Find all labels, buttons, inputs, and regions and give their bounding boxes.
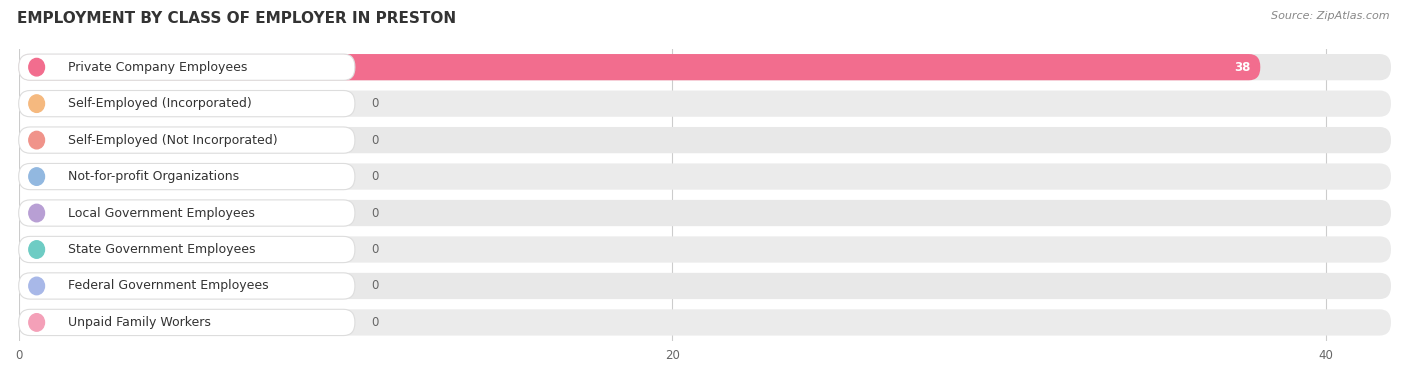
Text: EMPLOYMENT BY CLASS OF EMPLOYER IN PRESTON: EMPLOYMENT BY CLASS OF EMPLOYER IN PREST… bbox=[17, 11, 456, 26]
FancyBboxPatch shape bbox=[18, 54, 1260, 80]
Text: Federal Government Employees: Federal Government Employees bbox=[67, 279, 269, 293]
FancyBboxPatch shape bbox=[18, 90, 354, 117]
FancyBboxPatch shape bbox=[18, 236, 1391, 263]
Text: 0: 0 bbox=[371, 243, 378, 256]
FancyBboxPatch shape bbox=[18, 54, 1391, 80]
FancyBboxPatch shape bbox=[18, 309, 354, 336]
Text: State Government Employees: State Government Employees bbox=[67, 243, 256, 256]
Text: Unpaid Family Workers: Unpaid Family Workers bbox=[67, 316, 211, 329]
FancyBboxPatch shape bbox=[18, 164, 1391, 190]
Circle shape bbox=[28, 95, 45, 112]
FancyBboxPatch shape bbox=[18, 236, 354, 263]
FancyBboxPatch shape bbox=[18, 309, 1391, 336]
Text: Self-Employed (Not Incorporated): Self-Employed (Not Incorporated) bbox=[67, 133, 277, 147]
Text: Not-for-profit Organizations: Not-for-profit Organizations bbox=[67, 170, 239, 183]
Text: 38: 38 bbox=[1234, 61, 1250, 74]
Text: Local Government Employees: Local Government Employees bbox=[67, 207, 254, 219]
Circle shape bbox=[28, 204, 45, 222]
Text: Self-Employed (Incorporated): Self-Employed (Incorporated) bbox=[67, 97, 252, 110]
Text: 0: 0 bbox=[371, 170, 378, 183]
Circle shape bbox=[28, 131, 45, 149]
Text: Private Company Employees: Private Company Employees bbox=[67, 61, 247, 74]
FancyBboxPatch shape bbox=[18, 200, 1391, 226]
Text: 0: 0 bbox=[371, 279, 378, 293]
FancyBboxPatch shape bbox=[18, 127, 1391, 153]
Text: Source: ZipAtlas.com: Source: ZipAtlas.com bbox=[1271, 11, 1389, 21]
Circle shape bbox=[28, 168, 45, 185]
FancyBboxPatch shape bbox=[18, 164, 354, 190]
FancyBboxPatch shape bbox=[18, 127, 354, 153]
FancyBboxPatch shape bbox=[18, 273, 1391, 299]
Text: 0: 0 bbox=[371, 97, 378, 110]
Circle shape bbox=[28, 277, 45, 295]
FancyBboxPatch shape bbox=[18, 200, 354, 226]
FancyBboxPatch shape bbox=[18, 90, 1391, 117]
Text: 0: 0 bbox=[371, 316, 378, 329]
Circle shape bbox=[28, 314, 45, 331]
FancyBboxPatch shape bbox=[18, 273, 354, 299]
Circle shape bbox=[28, 58, 45, 76]
FancyBboxPatch shape bbox=[18, 54, 354, 80]
Text: 0: 0 bbox=[371, 207, 378, 219]
Circle shape bbox=[28, 241, 45, 258]
Text: 0: 0 bbox=[371, 133, 378, 147]
